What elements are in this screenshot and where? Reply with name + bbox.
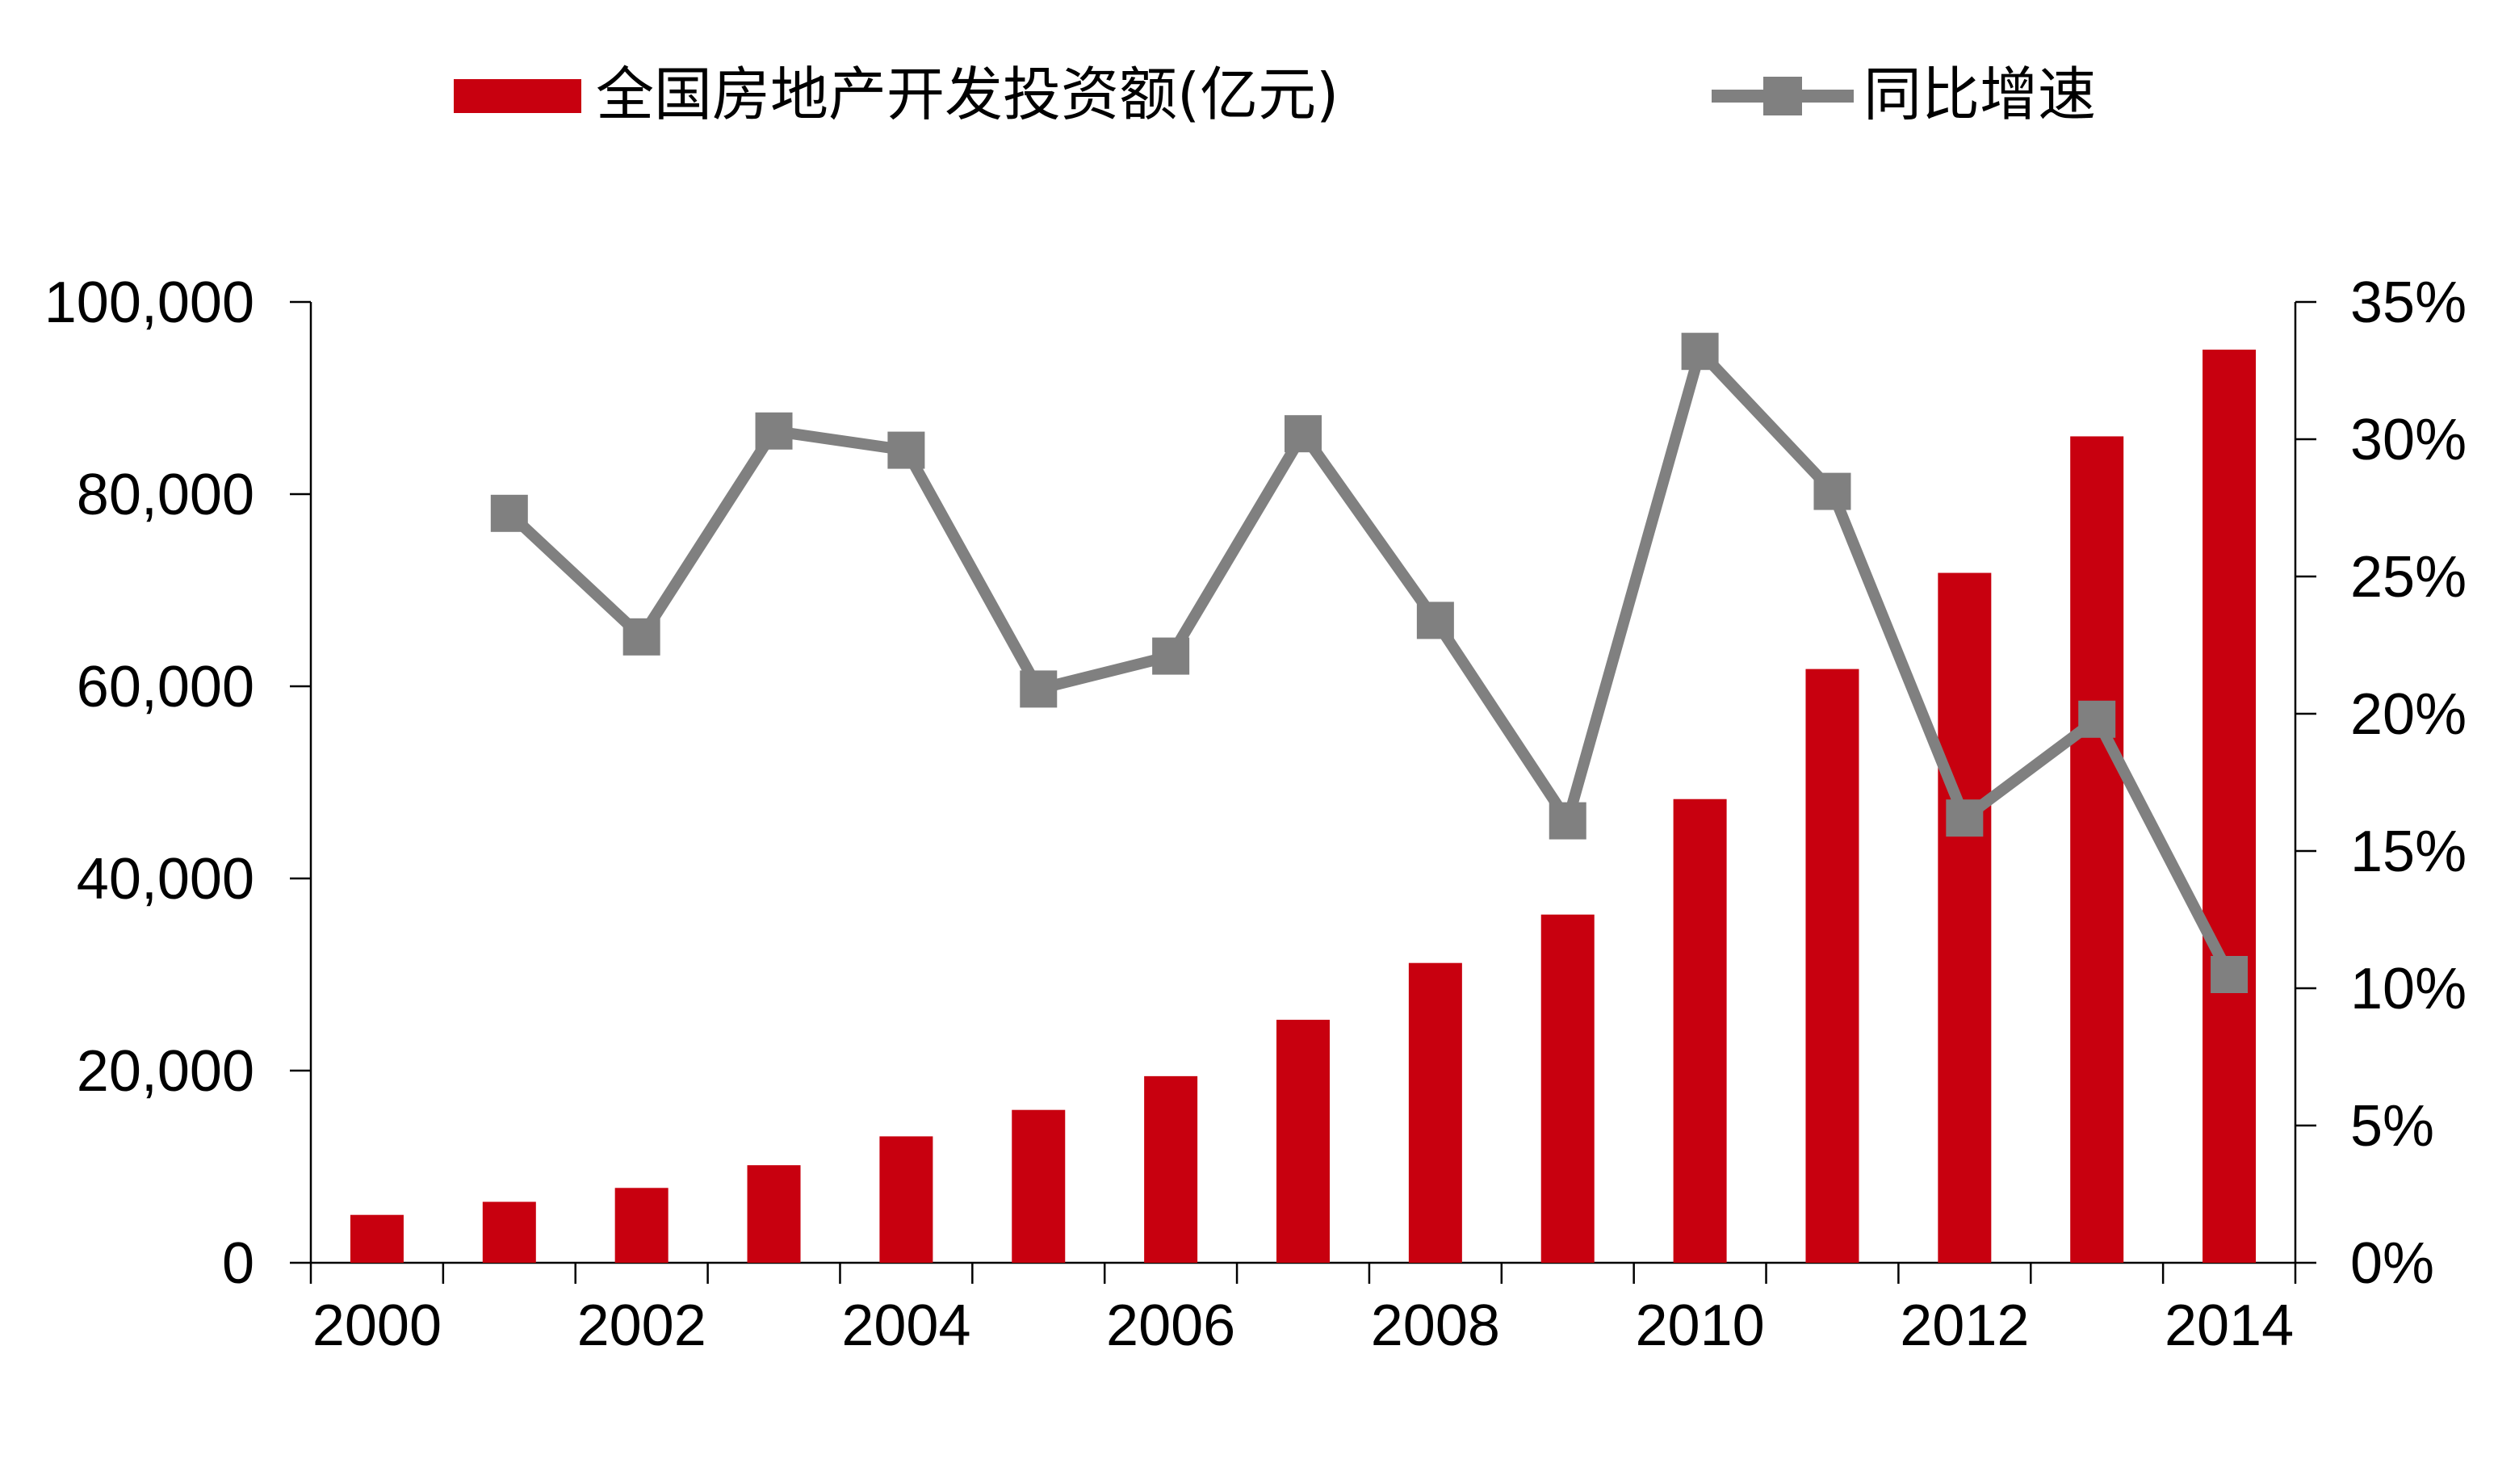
growth-marker-2009 (1549, 802, 1586, 840)
right-axis-tick-label: 0% (2350, 1231, 2434, 1296)
bar-2012 (1938, 572, 1992, 1263)
growth-marker-2006 (1152, 637, 1190, 675)
bar-2002 (614, 1188, 669, 1263)
bar-2008 (1408, 962, 1462, 1263)
legend-swatch-marker (1763, 77, 1802, 115)
bar-2003 (747, 1165, 801, 1263)
bar-2001 (482, 1201, 536, 1263)
right-axis-tick-label: 15% (2350, 820, 2467, 884)
right-axis-tick-label: 5% (2350, 1094, 2434, 1159)
x-axis-tick-label: 2004 (841, 1293, 970, 1358)
bar-2013 (2070, 436, 2124, 1263)
legend: 全国房地产开发投资额(亿元) 同比增速 (454, 61, 2096, 128)
growth-marker-2013 (2078, 700, 2116, 738)
x-axis-tick-label: 2000 (312, 1293, 442, 1358)
bar-2005 (1012, 1109, 1066, 1263)
left-axis-tick-label: 80,000 (77, 463, 254, 527)
left-axis-tick-label: 40,000 (77, 847, 254, 912)
growth-marker-2001 (490, 494, 528, 532)
left-axis-tick-label: 20,000 (77, 1039, 254, 1104)
right-axis-tick-label: 20% (2350, 682, 2467, 747)
left-axis-tick-label: 60,000 (77, 655, 254, 719)
growth-marker-2011 (1813, 472, 1851, 510)
bar-2010 (1673, 799, 1727, 1263)
right-axis-tick-label: 10% (2350, 957, 2467, 1021)
bar-2007 (1276, 1020, 1330, 1263)
growth-marker-2008 (1416, 602, 1454, 639)
bar-2006 (1144, 1075, 1198, 1263)
growth-marker-2003 (755, 412, 793, 450)
x-axis-tick-label: 2010 (1636, 1293, 1765, 1358)
legend-swatch-bars (454, 79, 581, 113)
bar-2014 (2203, 350, 2257, 1264)
right-axis-tick-label: 30% (2350, 408, 2467, 472)
bar-2009 (1540, 914, 1595, 1263)
x-axis-tick-label: 2014 (2165, 1293, 2294, 1358)
right-axis-tick-label: 25% (2350, 545, 2467, 610)
left-axis-tick-label: 100,000 (44, 270, 254, 335)
bar-2000 (350, 1214, 404, 1263)
growth-marker-2014 (2211, 956, 2249, 993)
growth-marker-2004 (887, 431, 925, 469)
x-axis-tick-label: 2012 (1900, 1293, 2029, 1358)
right-axis-tick-label: 35% (2350, 270, 2467, 335)
legend-label-bars: 全国房地产开发投资额(亿元) (596, 61, 1339, 128)
growth-marker-2007 (1285, 415, 1322, 453)
bar-2004 (879, 1136, 933, 1263)
x-axis-tick-label: 2008 (1371, 1293, 1500, 1358)
x-axis-tick-label: 2006 (1106, 1293, 1235, 1358)
legend-label-line: 同比增速 (1863, 61, 2096, 128)
bar-2011 (1805, 669, 1859, 1263)
x-axis-tick-label: 2002 (577, 1293, 706, 1358)
growth-marker-2005 (1020, 670, 1058, 708)
growth-marker-2010 (1681, 333, 1719, 371)
bar-series (350, 350, 2257, 1264)
axes: 0 20,000 40,000 60,000 80,000 100,000 0% 5% 10% 1… (44, 270, 2467, 1358)
growth-line (505, 346, 2235, 978)
growth-marker-2002 (622, 618, 660, 656)
left-axis-tick-label: 0 (222, 1231, 254, 1296)
growth-marker-2012 (1946, 799, 1984, 837)
line-series (490, 333, 2249, 993)
